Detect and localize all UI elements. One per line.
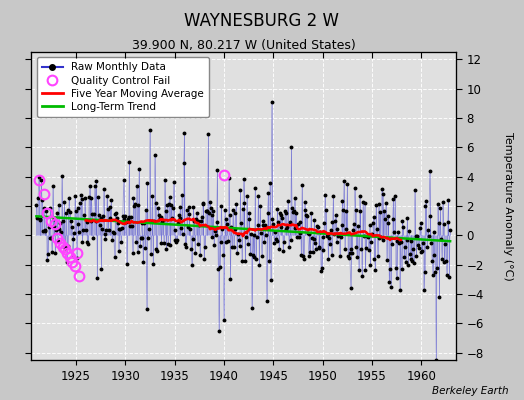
Legend: Raw Monthly Data, Quality Control Fail, Five Year Moving Average, Long-Term Tren: Raw Monthly Data, Quality Control Fail, … xyxy=(37,57,209,117)
Y-axis label: Temperature Anomaly (°C): Temperature Anomaly (°C) xyxy=(503,132,513,280)
Text: WAYNESBURG 2 W: WAYNESBURG 2 W xyxy=(184,12,340,30)
Title: 39.900 N, 80.217 W (United States): 39.900 N, 80.217 W (United States) xyxy=(132,39,356,52)
Text: Berkeley Earth: Berkeley Earth xyxy=(432,386,508,396)
